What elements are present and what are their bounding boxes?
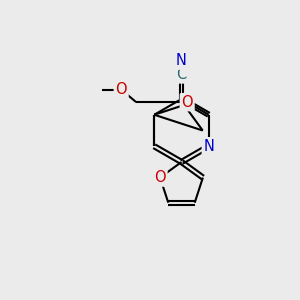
Text: N: N: [176, 53, 187, 68]
Text: O: O: [154, 170, 166, 185]
Text: N: N: [203, 139, 214, 154]
Text: O: O: [182, 94, 193, 110]
Text: O: O: [116, 82, 127, 97]
Text: C: C: [176, 67, 187, 82]
